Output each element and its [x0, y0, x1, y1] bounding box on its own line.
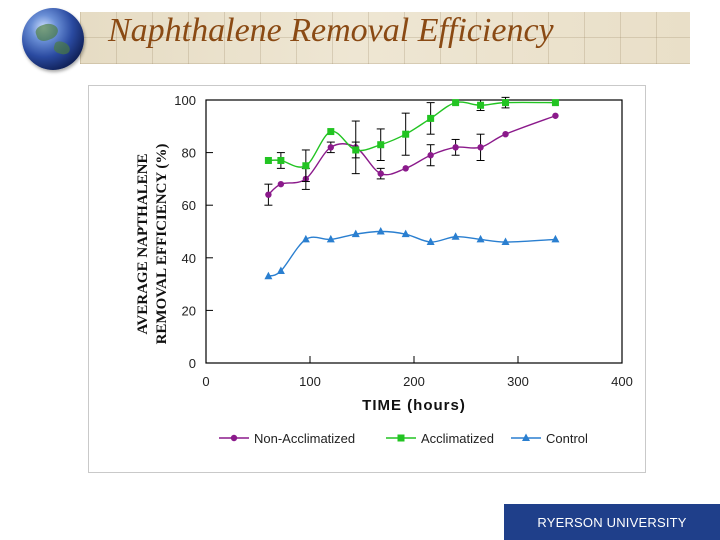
data-point-control	[451, 232, 460, 240]
x-axis-label: TIME (hours)	[362, 397, 466, 414]
data-point-acclimatized	[452, 99, 460, 107]
legend-item-acclimatized: Acclimatized	[386, 431, 494, 446]
globe-landmass	[33, 20, 61, 44]
data-point-control	[476, 234, 485, 243]
y-tick-label: 100	[174, 93, 196, 108]
legend: Non-Acclimatized Acclimatized Control	[219, 431, 588, 446]
data-point-acclimatized	[277, 156, 285, 164]
data-point-control	[301, 234, 310, 243]
data-point-control	[326, 234, 335, 243]
x-tick-label: 300	[507, 374, 529, 389]
legend-marker	[397, 434, 405, 442]
y-axis-title: AVERAGE NAPTHALENE REMOVAL EFFICIENCY (%…	[135, 144, 170, 345]
series-line-control	[268, 230, 556, 277]
data-point-non-acclimatized	[502, 130, 509, 138]
data-point-non-acclimatized	[265, 191, 272, 198]
data-point-non-acclimatized	[277, 180, 285, 188]
legend-label: Acclimatized	[421, 431, 494, 446]
data-point-acclimatized	[377, 141, 385, 149]
removal-efficiency-chart: 0 20 40 60 80 100 0 100 200 300 400 AVERAGE NAPTH…	[135, 93, 633, 446]
y-tick-label: 0	[189, 356, 196, 371]
banner-map-texture	[80, 12, 690, 64]
legend-label: Non-Acclimatized	[254, 431, 355, 446]
x-tick-label: 400	[611, 374, 633, 389]
y-tick-label: 20	[182, 303, 196, 318]
data-point-acclimatized	[502, 99, 510, 107]
x-axis: 0 100 200 300 400	[202, 356, 633, 389]
data-point-control	[551, 234, 560, 243]
data-point-control	[426, 237, 435, 246]
data-point-control	[264, 271, 273, 280]
title-banner	[80, 12, 690, 64]
data-point-acclimatized	[427, 114, 435, 122]
x-tick-label: 0	[202, 374, 209, 389]
data-point-control	[401, 229, 410, 238]
ryerson-university-logo: RYERSON UNIVERSITY	[504, 504, 720, 540]
series-line-non-acclimatized	[267, 115, 556, 196]
series-line-acclimatized	[268, 101, 556, 168]
chart-frame: 0 20 40 60 80 100 0 100 200 300 400 AVERAGE NAPTH…	[88, 85, 646, 473]
legend-item-control: Control	[511, 431, 588, 446]
data-point-acclimatized	[352, 146, 360, 154]
data-point-non-acclimatized	[402, 165, 409, 172]
data-point-control	[376, 227, 385, 235]
y-tick-label: 80	[182, 146, 196, 161]
data-point-non-acclimatized	[427, 152, 434, 159]
x-tick-label: 200	[403, 374, 425, 389]
series-layer	[264, 96, 560, 280]
data-point-non-acclimatized	[327, 144, 334, 151]
y-tick-label: 60	[182, 198, 196, 213]
plot-area	[205, 99, 623, 364]
legend-marker	[230, 434, 238, 442]
data-point-non-acclimatized	[377, 170, 384, 177]
y-tick-label: 40	[182, 251, 196, 266]
data-point-acclimatized	[551, 99, 559, 107]
y-axis-label-line-2: REMOVAL EFFICIENCY (%)	[154, 144, 170, 345]
data-point-control	[501, 237, 510, 246]
data-point-acclimatized	[302, 162, 310, 170]
x-tick-label: 100	[299, 374, 321, 389]
globe-landmass	[52, 40, 72, 56]
data-point-acclimatized	[327, 128, 335, 136]
data-point-control	[276, 266, 285, 274]
data-point-non-acclimatized	[552, 112, 559, 119]
data-point-acclimatized	[477, 101, 485, 109]
series-non-acclimatized	[264, 112, 559, 206]
data-point-acclimatized	[402, 130, 410, 138]
y-axis: 0 20 40 60 80 100	[174, 93, 213, 371]
slide-title: Naphthalene Removal Efficiency	[108, 12, 554, 49]
data-point-non-acclimatized	[452, 144, 459, 151]
data-point-non-acclimatized	[477, 144, 484, 151]
data-point-acclimatized	[264, 156, 272, 164]
y-axis-label-line-1: AVERAGE NAPTHALENE	[135, 153, 151, 334]
series-control	[264, 227, 560, 280]
legend-marker	[522, 433, 530, 441]
globe-icon	[22, 8, 84, 70]
data-point-control	[351, 229, 360, 238]
series-acclimatized	[264, 96, 559, 183]
legend-item-non-acclimatized: Non-Acclimatized	[219, 431, 355, 446]
legend-label: Control	[546, 431, 588, 446]
